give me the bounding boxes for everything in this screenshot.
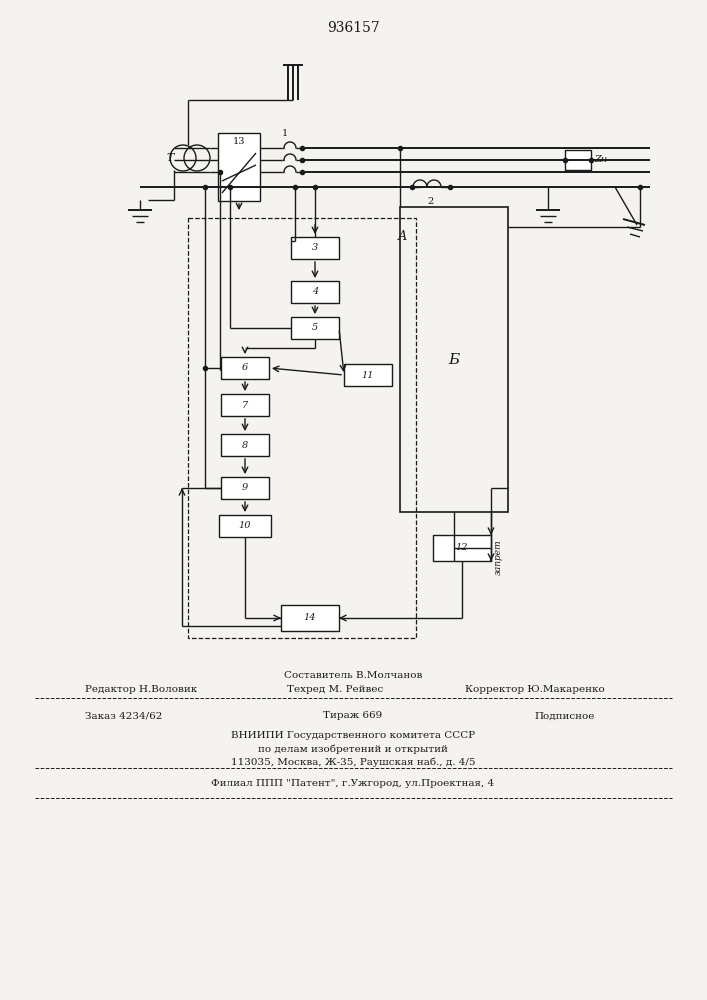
Text: Филиал ППП "Патент", г.Ужгород, ул.Проектная, 4: Филиал ППП "Патент", г.Ужгород, ул.Проек…: [211, 780, 495, 788]
Bar: [219, 515, 271, 537]
Text: запрет: запрет: [494, 539, 503, 575]
Bar: [221, 434, 269, 456]
Text: 10: 10: [239, 522, 251, 530]
Text: 14: 14: [304, 613, 316, 622]
Text: Редактор Н.Воловик: Редактор Н.Воловик: [85, 686, 197, 694]
Bar: [433, 535, 491, 561]
Bar: [221, 394, 269, 416]
Text: 12: 12: [456, 544, 468, 552]
Text: Заказ 4234/62: Заказ 4234/62: [85, 712, 163, 720]
Bar: [291, 281, 339, 303]
Text: А: А: [397, 230, 407, 242]
Text: Техред М. Рейвес: Техред М. Рейвес: [287, 686, 383, 694]
Bar: [291, 317, 339, 339]
Bar: [281, 605, 339, 631]
Bar: [221, 357, 269, 379]
Text: 4: 4: [312, 288, 318, 296]
Text: 8: 8: [242, 440, 248, 450]
Text: 9: 9: [242, 484, 248, 492]
Bar: [400, 207, 508, 512]
Text: Zн: Zн: [594, 155, 607, 164]
Text: 7: 7: [242, 400, 248, 410]
Text: Тираж 669: Тираж 669: [323, 712, 382, 720]
Bar: [218, 133, 260, 201]
Text: Т: Т: [166, 153, 174, 163]
Text: Корректор Ю.Макаренко: Корректор Ю.Макаренко: [465, 686, 605, 694]
Text: 5: 5: [312, 324, 318, 332]
Text: Б: Б: [448, 353, 460, 366]
Text: 2: 2: [428, 196, 434, 206]
Bar: [565, 150, 591, 170]
Bar: [188, 218, 416, 638]
Text: 936157: 936157: [327, 21, 380, 35]
Text: Подписное: Подписное: [534, 712, 595, 720]
Text: 6: 6: [242, 363, 248, 372]
Bar: [221, 477, 269, 499]
Text: Составитель В.Молчанов: Составитель В.Молчанов: [284, 672, 422, 680]
Text: ВНИИПИ Государственного комитета СССР: ВНИИПИ Государственного комитета СССР: [231, 730, 475, 740]
Bar: [344, 364, 392, 386]
Text: 11: 11: [362, 370, 374, 379]
Text: 3: 3: [312, 243, 318, 252]
Text: 13: 13: [233, 136, 245, 145]
Text: 113035, Москва, Ж-35, Раушская наб., д. 4/5: 113035, Москва, Ж-35, Раушская наб., д. …: [230, 757, 475, 767]
Bar: [291, 237, 339, 259]
Text: по делам изобретений и открытий: по делам изобретений и открытий: [258, 744, 448, 754]
Text: 1: 1: [282, 129, 288, 138]
